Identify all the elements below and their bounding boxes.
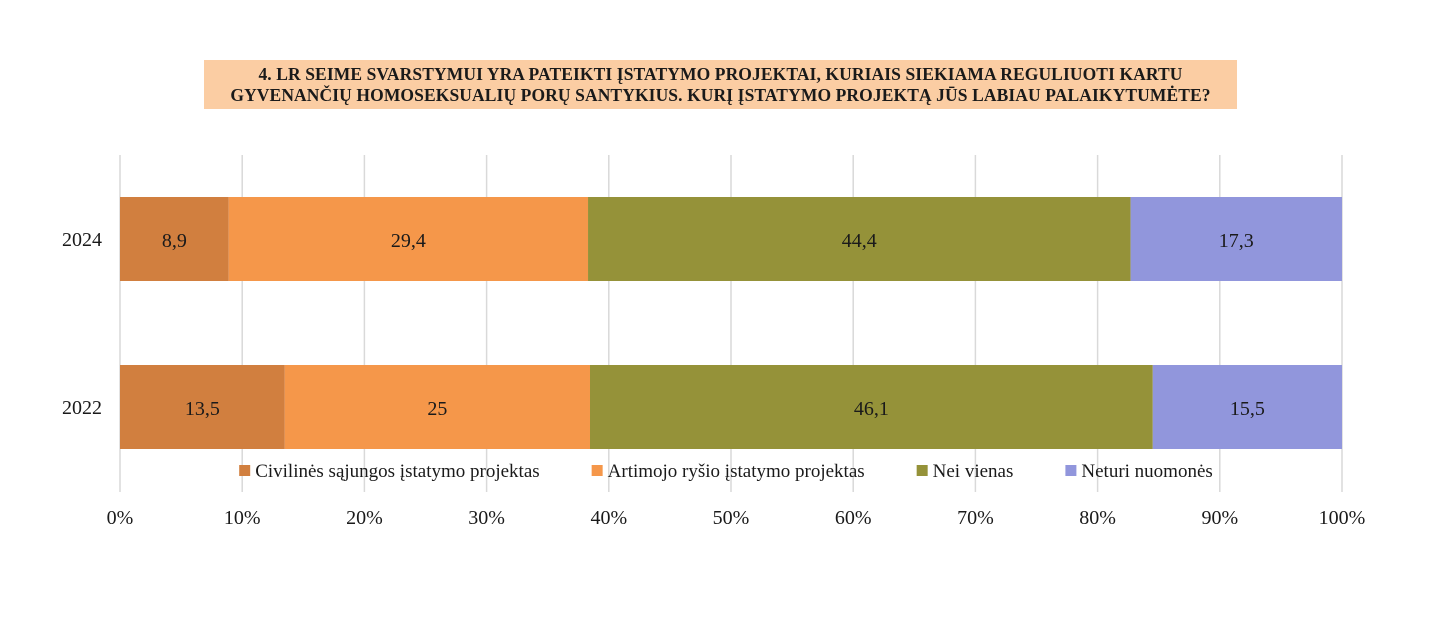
data-labels: 8,9 29,4 44,4 17,3 13,5 25 46,1 15,5 [162,230,1265,420]
bar-segment [1130,197,1342,281]
data-label: 17,3 [1219,230,1254,252]
legend-item: Artimojo ryšio įstatymo projektas [591,461,865,482]
bar-segment [120,197,229,281]
bar-segment [228,197,589,281]
legend-item: Civilinės sąjungos įstatymo projektas [239,461,540,482]
legend-label: Nei vienas [933,461,1014,482]
bar-segment [284,365,590,449]
x-tick-label: 10% [224,507,261,529]
data-label: 46,1 [854,398,889,420]
x-tick-label: 70% [957,507,994,529]
category-label: 2024 [62,229,102,251]
x-tick-label: 40% [590,507,627,529]
chart-title-line-2: GYVENANČIŲ HOMOSEKSUALIŲ PORŲ SANTYKIUS.… [230,84,1211,105]
bar-segment [120,365,285,449]
data-label: 29,4 [391,230,426,252]
chart-title: 4. LR SEIME SVARSTYMUI YRA PATEIKTI ĮSTA… [204,60,1237,109]
legend-item: Neturi nuomonės [1065,461,1213,482]
legend-swatch [239,465,251,476]
data-label: 13,5 [185,398,220,420]
data-label: 25 [427,398,447,420]
x-tick-label: 60% [835,507,872,529]
data-label: 44,4 [842,230,877,252]
x-tick-label: 0% [107,507,134,529]
x-tick-label: 30% [468,507,505,529]
legend: Civilinės sąjungos įstatymo projektas Art… [239,461,1213,482]
legend-swatch [1065,465,1077,476]
category-label: 2022 [62,397,102,419]
legend-label: Neturi nuomonės [1081,461,1212,482]
x-tick-label: 100% [1319,507,1366,529]
bars [120,197,1342,449]
chart-title-line-1: 4. LR SEIME SVARSTYMUI YRA PATEIKTI ĮSTA… [258,63,1183,84]
x-tick-label: 50% [713,507,750,529]
legend-swatch [916,465,928,476]
legend-item: Nei vienas [916,461,1014,482]
data-label: 15,5 [1230,398,1265,420]
bar-segment [1152,365,1342,449]
bar-segment [590,365,1153,449]
legend-label: Civilinės sąjungos įstatymo projektas [255,461,539,482]
bar-segment [588,197,1131,281]
data-label: 8,9 [162,230,187,252]
legend-swatch [591,465,603,476]
x-tick-label: 20% [346,507,383,529]
x-tick-label: 80% [1079,507,1116,529]
axes: 0% 10% 20% 30% 40% 50% 60% 70% 80% 90% 100% 2024 202… [62,229,1365,529]
x-tick-label: 90% [1201,507,1238,529]
legend-label: Artimojo ryšio įstatymo projektas [608,461,865,482]
